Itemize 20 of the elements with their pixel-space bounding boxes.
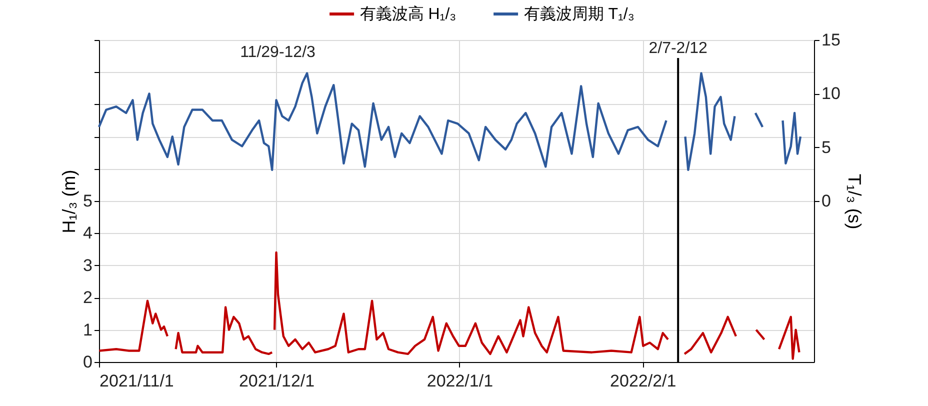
- y2-axis-title: T₁/₃ (s): [844, 174, 864, 230]
- y-tick-label: 4: [83, 224, 92, 243]
- y-tick-label: 5: [83, 192, 92, 210]
- y-tick-label: 1: [83, 320, 92, 340]
- x-tick-label: 2022/2/1: [610, 372, 676, 390]
- legend-label: 有義波周期 T₁/₃: [524, 5, 634, 23]
- y2-tick-label: 5: [822, 138, 831, 157]
- ref-line-label: 2/7-2/12: [648, 40, 708, 57]
- legend-label: 有義波高 H₁/₃: [360, 5, 456, 23]
- y2-tick-label: 0: [822, 192, 831, 210]
- annotation: 11/29-12/3: [240, 44, 316, 61]
- x-tick-label: 2022/1/1: [426, 372, 494, 390]
- y2-tick-label: 10: [822, 84, 840, 104]
- x-tick-label: 2021/11/1: [100, 372, 174, 390]
- y-axis-title: H₁/₃ (m): [59, 170, 80, 234]
- x-tick-label: 2021/12/1: [238, 372, 315, 390]
- y2-tick-label: 15: [822, 30, 840, 50]
- y-tick-label: 2: [83, 288, 92, 308]
- y-tick-label: 0: [83, 352, 92, 372]
- y-tick-label: 3: [83, 256, 92, 275]
